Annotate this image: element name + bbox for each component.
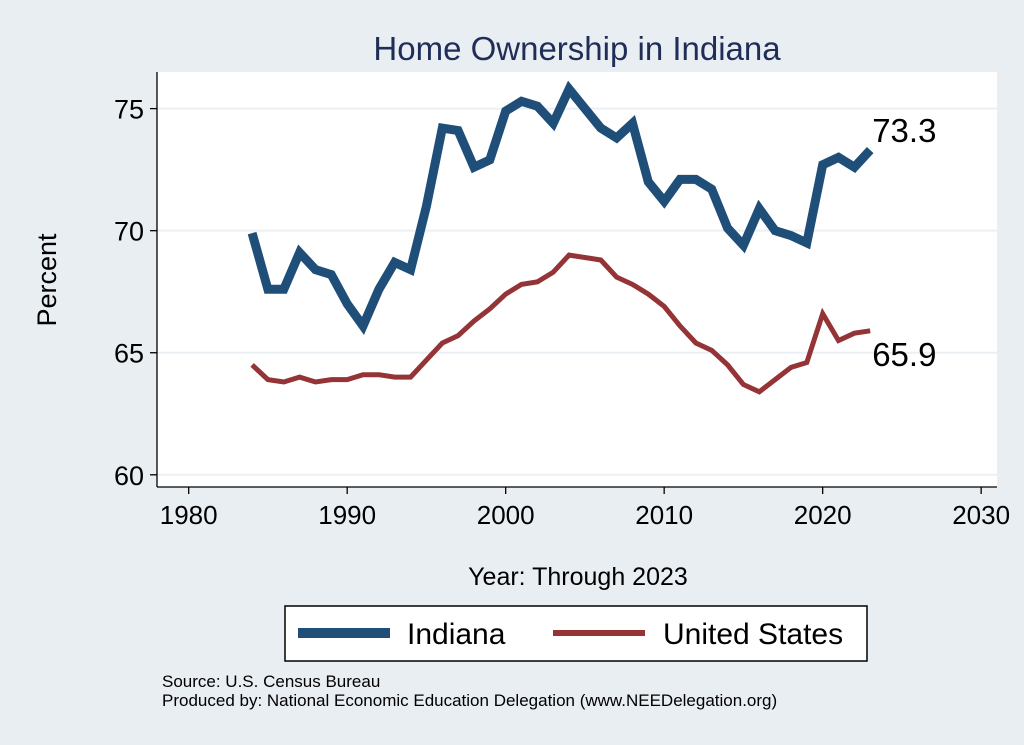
- plot-area: [157, 72, 997, 487]
- x-tick-label-2020: 2020: [794, 500, 852, 530]
- gridlines: [157, 107, 997, 476]
- producer-note: Produced by: National Economic Education…: [162, 691, 778, 710]
- y-tick-label-60: 60: [114, 461, 144, 491]
- legend: Indiana United States: [284, 605, 868, 662]
- x-tick-label-2030: 2030: [952, 500, 1010, 530]
- series-line-indiana: [247, 80, 874, 335]
- series-lines: [247, 80, 874, 395]
- source-note: Source: U.S. Census Bureau: [162, 672, 381, 691]
- x-tick-label-1980: 1980: [160, 500, 218, 530]
- chart-title: Home Ownership in Indiana: [373, 30, 781, 67]
- x-tick-label-2000: 2000: [477, 500, 535, 530]
- chart-footer: Source: U.S. Census Bureau Produced by: …: [162, 672, 777, 710]
- series-line-united-states: [250, 252, 871, 395]
- x-tick-label-1990: 1990: [318, 500, 376, 530]
- legend-label-united-states: United States: [663, 618, 843, 651]
- y-axis-label: Percent: [32, 233, 62, 327]
- x-tick-label-2010: 2010: [635, 500, 693, 530]
- legend-label-indiana: Indiana: [407, 618, 506, 651]
- end-value-labels: 73.3 65.9: [872, 112, 936, 373]
- indiana-end-label: 73.3: [872, 112, 936, 149]
- axes: 60 65 70 75 1980 1990 2000 2010 2020 2030: [114, 72, 1010, 530]
- y-tick-label-65: 65: [114, 339, 144, 369]
- x-axis-label: Year: Through 2023: [468, 563, 688, 591]
- y-tick-label-70: 70: [114, 217, 144, 247]
- home-ownership-line-chart: Home Ownership in Indiana 60 65 70 75 1980 19…: [32, 30, 1010, 662]
- y-tick-label-75: 75: [114, 95, 144, 125]
- united-states-end-label: 65.9: [872, 336, 936, 373]
